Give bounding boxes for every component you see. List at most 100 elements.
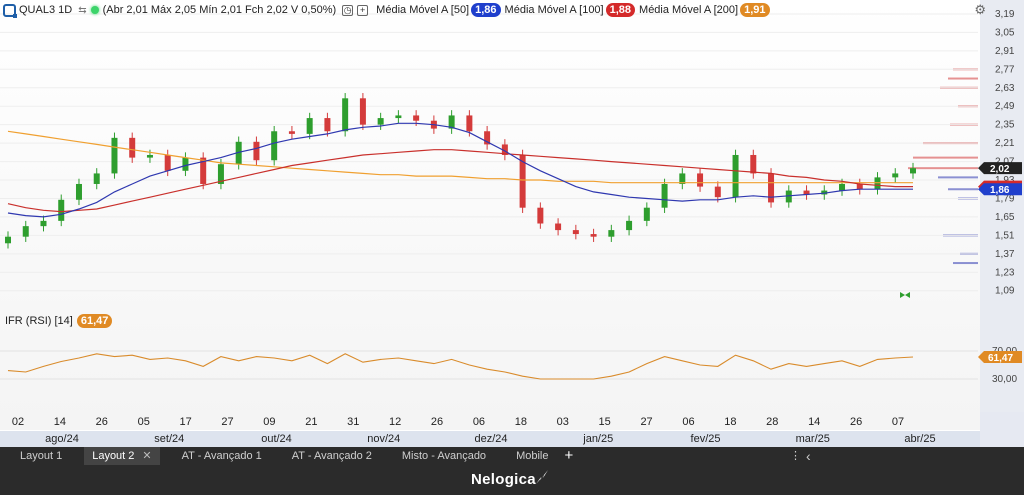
candle-body <box>182 157 189 171</box>
rsi-label[interactable]: IFR (RSI) [14] <box>5 315 73 327</box>
symbol-icon[interactable] <box>3 3 17 18</box>
y-tick-label: 2,49 <box>995 101 1015 112</box>
y-tick-label: 1,51 <box>995 230 1015 241</box>
candle-body <box>271 131 278 161</box>
volume-profile-bar <box>913 156 978 159</box>
chart-area[interactable]: 3,19 3,05 2,91 2,77 2,63 2,49 2,35 2,21 2,07 1,93… <box>0 0 1024 430</box>
candle-body <box>590 234 597 237</box>
date-label: 02 <box>11 416 25 428</box>
candlestick-series <box>5 93 916 249</box>
add-tab-button[interactable]: + <box>564 447 574 464</box>
rsi-badge: 61,47 <box>76 314 113 328</box>
grid-lines <box>0 13 978 292</box>
date-label: 06 <box>682 416 695 428</box>
tab-layout-1[interactable]: Layout 1 <box>12 447 70 465</box>
rsi-header: IFR (RSI) [14] 61,47 <box>5 314 116 328</box>
ma100-label[interactable]: Média Móvel A [100] <box>504 4 604 16</box>
ma100-badge: 1,88 <box>605 3 636 17</box>
candle-body <box>129 137 136 158</box>
candle-body <box>839 183 846 191</box>
candle-body <box>785 190 792 203</box>
date-axis[interactable]: 02 14 26 05 17 27 09 21 31 12 26 06 18 03 15 27 06 18 28 14… <box>0 412 1024 448</box>
tab-label: Misto - Avançado <box>401 450 487 462</box>
date-label: 14 <box>808 416 821 428</box>
candle-body <box>235 141 242 165</box>
date-label: 15 <box>598 416 611 428</box>
month-label: abr/25 <box>904 433 936 445</box>
candle-body <box>714 186 721 198</box>
candle-body <box>821 190 828 195</box>
candle-body <box>40 220 47 227</box>
candle-body <box>395 115 402 119</box>
tab-at-avan-ado-2[interactable]: AT - Avançado 2 <box>284 447 380 465</box>
candle-body <box>537 207 544 224</box>
tab-label: AT - Avançado 2 <box>291 450 372 462</box>
compare-icon[interactable]: ⇆ <box>78 4 87 16</box>
y-tick-label: 3,05 <box>995 27 1015 38</box>
volume-profile-bar <box>953 262 978 265</box>
ma50-badge: 1,86 <box>471 3 501 17</box>
ma200-label[interactable]: Média Móvel A [200] <box>639 4 739 16</box>
tab-mobile[interactable]: Mobile <box>508 447 556 465</box>
candle-body <box>466 115 473 132</box>
date-label: 21 <box>305 416 318 428</box>
candle-body <box>377 118 384 125</box>
candle-body <box>75 183 82 200</box>
candle-body <box>93 173 100 184</box>
candle-body <box>58 199 65 221</box>
candle-body <box>501 144 508 155</box>
y-tick-label: 1,23 <box>995 267 1015 278</box>
layout-tab-bar: Layout 1 Layout 2 ✕ AT - Avançado 1 AT - Ava… <box>0 447 1024 465</box>
moving-averages <box>7 122 913 218</box>
ma50-price-tag-bg <box>978 183 1022 196</box>
rsi-price-tag: 61,47 <box>988 353 1013 364</box>
date-label: 05 <box>137 416 150 428</box>
y-tick-label: 1,79 <box>995 193 1015 204</box>
candle-body <box>768 173 775 203</box>
candle-body <box>803 190 810 195</box>
tab-at-avan-ado-1[interactable]: AT - Avançado 1 <box>174 447 270 465</box>
candle-body <box>572 230 579 235</box>
date-label: 07 <box>891 416 905 428</box>
month-label: dez/24 <box>474 433 508 445</box>
collapse-icon[interactable]: ‹ <box>806 448 811 464</box>
y-tick-label: 1,65 <box>995 212 1015 223</box>
close-icon[interactable]: ✕ <box>142 450 152 462</box>
price-chart[interactable]: 3,19 3,05 2,91 2,77 2,63 2,49 2,35 2,21 2,07 1,93… <box>0 0 1024 412</box>
last-price-tag-bg <box>978 162 1022 175</box>
tab-layout-2[interactable]: Layout 2 ✕ <box>84 447 160 465</box>
tab-label: AT - Avançado 1 <box>181 450 262 462</box>
add-indicator-icon[interactable]: + <box>357 4 369 16</box>
date-label: 26 <box>430 416 444 428</box>
signal-arrows-icon <box>900 292 910 298</box>
candle-body <box>164 154 171 171</box>
candle-body <box>288 131 295 134</box>
month-label: mar/25 <box>795 433 830 445</box>
candle-body <box>626 220 633 231</box>
more-options-icon[interactable]: ⋮ <box>790 450 801 462</box>
y-axis-panel <box>980 0 1024 412</box>
y-tick-label: 2,63 <box>995 83 1015 94</box>
chart-header: QUAL3 1D ⇆ (Abr 2,01 Máx 2,05 Mín 2,01 F… <box>0 0 800 20</box>
date-label: 26 <box>849 416 863 428</box>
candle-body <box>555 223 562 231</box>
month-label: out/24 <box>261 433 292 445</box>
ma50-label[interactable]: Média Móvel A [50] <box>376 4 470 16</box>
candle-body <box>146 154 153 158</box>
clock-icon[interactable]: ◷ <box>342 4 354 16</box>
month-axis[interactable]: ago/24 set/24 out/24 nov/24 dez/24 jan/25 fev/… <box>0 431 980 447</box>
candle-body <box>342 98 349 132</box>
ma50-price-tag: 1,86 <box>990 185 1010 196</box>
candle-body <box>253 141 260 161</box>
gear-icon[interactable]: ⚙ <box>974 2 986 17</box>
month-label: set/24 <box>154 433 185 445</box>
y-tick-label: 3,19 <box>995 9 1015 20</box>
candle-body <box>5 236 11 244</box>
rsi-price-tag-bg <box>978 350 1022 363</box>
ma200-line <box>7 130 913 184</box>
y-axis: 3,19 3,05 2,91 2,77 2,63 2,49 2,35 2,21 2,07 1,93… <box>992 9 1017 385</box>
symbol-label[interactable]: QUAL3 1D <box>19 4 73 16</box>
y-tick-label: 2,91 <box>995 46 1015 57</box>
tab-misto-avan-ado[interactable]: Misto - Avançado <box>394 447 494 465</box>
candle-body <box>217 164 224 184</box>
